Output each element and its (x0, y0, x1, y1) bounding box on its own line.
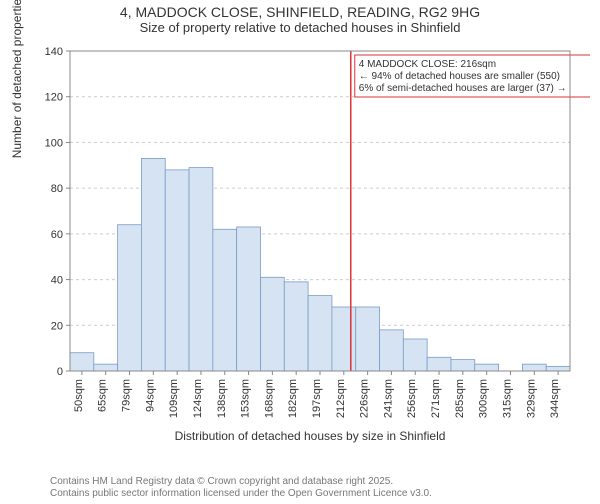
x-tick-label: 344sqm (549, 379, 561, 418)
footer-line-2: Contains public sector information licen… (50, 488, 432, 500)
chart-title: 4, MADDOCK CLOSE, SHINFIELD, READING, RG… (0, 4, 600, 20)
chart-container: Number of detached properties 0204060801… (30, 41, 590, 441)
histogram-bar (118, 225, 142, 371)
histogram-bar (237, 227, 261, 371)
x-tick-label: 168sqm (263, 379, 275, 418)
histogram-bar (141, 158, 165, 371)
histogram-bar (380, 330, 404, 371)
histogram-bar (94, 364, 118, 371)
x-tick-label: 50sqm (73, 379, 85, 412)
x-tick-label: 329sqm (525, 379, 537, 418)
y-tick-label: 120 (45, 92, 63, 104)
chart-subtitle: Size of property relative to detached ho… (0, 20, 600, 35)
histogram-bar (475, 364, 499, 371)
x-tick-label: 138sqm (216, 379, 228, 418)
y-axis-label: Number of detached properties (10, 0, 24, 158)
histogram-bar (260, 277, 284, 371)
histogram-bar (308, 296, 332, 371)
y-tick-label: 80 (51, 183, 63, 195)
x-tick-label: 182sqm (287, 379, 299, 418)
x-tick-label: 65sqm (97, 379, 109, 412)
x-tick-label: 256sqm (406, 379, 418, 418)
x-tick-label: 271sqm (430, 379, 442, 418)
x-tick-label: 94sqm (144, 379, 156, 412)
histogram-bar (403, 339, 427, 371)
histogram-bar (522, 364, 546, 371)
x-tick-label: 79sqm (121, 379, 133, 412)
annotation-line: 4 MADDOCK CLOSE: 216sqm (359, 59, 496, 70)
y-tick-label: 20 (51, 320, 63, 332)
x-tick-label: 300sqm (478, 379, 490, 418)
histogram-bar (546, 366, 570, 371)
histogram-bar (427, 357, 451, 371)
y-tick-label: 60 (51, 229, 63, 241)
annotation-line: ← 94% of detached houses are smaller (55… (359, 71, 560, 82)
histogram-bar (451, 360, 475, 371)
footer-line-1: Contains HM Land Registry data © Crown c… (50, 476, 432, 488)
x-tick-label: 153sqm (240, 379, 252, 418)
x-axis-label: Distribution of detached houses by size … (175, 429, 446, 443)
histogram-chart: 0 20 40 60 80 100 120 140 50sqm 65sqm 79sqm 94sqm 10… (30, 41, 590, 441)
histogram-bar (213, 229, 237, 371)
histogram-bar (70, 353, 94, 371)
x-tick-label: 315sqm (501, 379, 513, 418)
y-tick-label: 0 (57, 366, 63, 378)
x-tick-label: 226sqm (359, 379, 371, 418)
x-tick-label: 124sqm (192, 379, 204, 418)
x-tick-label: 197sqm (311, 379, 323, 418)
x-tick-label: 241sqm (382, 379, 394, 418)
histogram-bar (356, 307, 380, 371)
histogram-bar (284, 282, 308, 371)
footer-attribution: Contains HM Land Registry data © Crown c… (50, 476, 432, 500)
x-tick-label: 109sqm (168, 379, 180, 418)
annotation-line: 6% of semi-detached houses are larger (3… (359, 83, 567, 94)
histogram-bar (165, 170, 189, 371)
y-tick-label: 40 (51, 275, 63, 287)
histogram-bar (189, 168, 213, 371)
x-tick-label: 285sqm (454, 379, 466, 418)
histogram-bar (332, 307, 356, 371)
y-tick-label: 140 (45, 46, 63, 58)
y-tick-label: 100 (45, 137, 63, 149)
x-tick-label: 212sqm (335, 379, 347, 418)
